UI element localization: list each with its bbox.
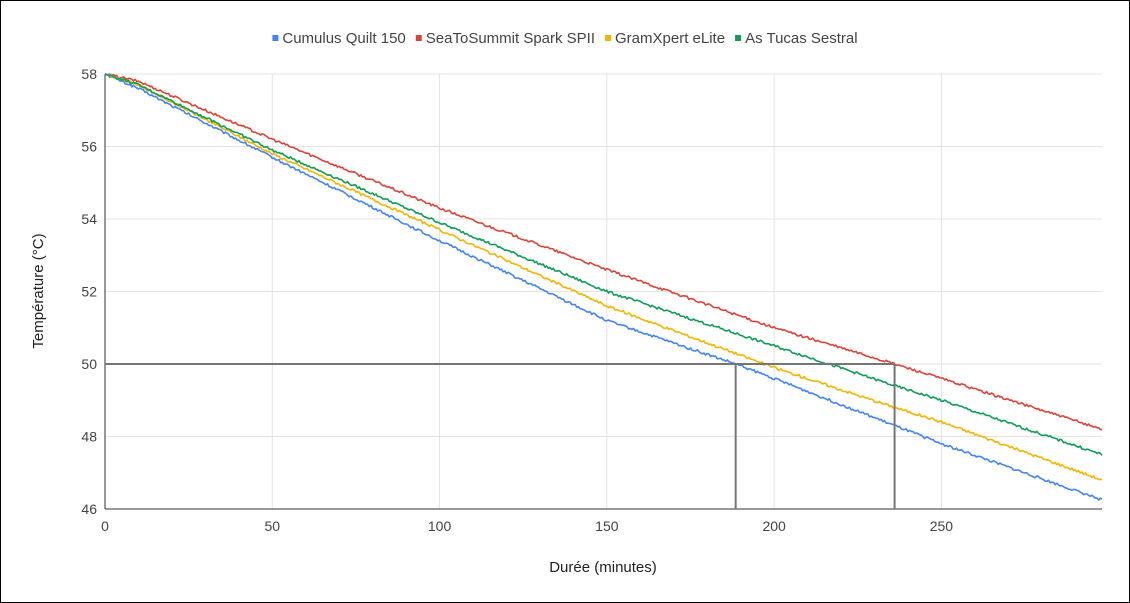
- legend-item: GramXpert eLite: [605, 30, 725, 47]
- series-line-3: [104, 73, 1103, 481]
- y-axis-ticks: 46 48 50 52 54 56 58: [81, 66, 97, 517]
- legend-label: As Tucas Sestral: [745, 30, 858, 47]
- x-tick-label: 200: [762, 518, 786, 534]
- y-tick-label: 48: [81, 429, 97, 445]
- x-axis-title: Durée (minutes): [549, 559, 657, 576]
- y-tick-label: 56: [81, 139, 97, 155]
- y-tick-label: 50: [81, 356, 97, 372]
- y-tick-label: 52: [81, 284, 97, 300]
- legend-label: Cumulus Quilt 150: [282, 30, 405, 47]
- reference-lines: [105, 363, 896, 509]
- series-line-4: [104, 73, 1103, 456]
- series-line-1: [104, 73, 1103, 501]
- x-tick-label: 0: [101, 518, 109, 534]
- legend-item: As Tucas Sestral: [735, 30, 858, 47]
- legend-item: SeaToSummit Spark SPII: [415, 30, 595, 47]
- legend-marker: [735, 35, 742, 41]
- y-tick-label: 58: [81, 66, 97, 82]
- legend-item: Cumulus Quilt 150: [272, 30, 406, 47]
- series-lines: [104, 73, 1103, 501]
- legend: Cumulus Quilt 150 SeaToSummit Spark SPII G…: [272, 30, 858, 47]
- y-tick-label: 46: [81, 501, 97, 517]
- x-tick-label: 250: [930, 518, 954, 534]
- legend-marker: [415, 35, 422, 41]
- x-tick-label: 150: [595, 518, 619, 534]
- legend-label: GramXpert eLite: [615, 30, 725, 47]
- legend-marker: [605, 35, 612, 41]
- grid: [104, 73, 1102, 510]
- y-axis-title: Température (°C): [30, 233, 47, 348]
- y-tick-label: 54: [81, 211, 97, 227]
- x-tick-label: 100: [428, 518, 452, 534]
- series-line-2: [104, 73, 1103, 431]
- x-tick-label: 50: [264, 518, 280, 534]
- x-axis-ticks: 0 50 100 150 200 250: [101, 518, 953, 534]
- legend-marker: [272, 35, 279, 41]
- legend-label: SeaToSummit Spark SPII: [426, 30, 595, 47]
